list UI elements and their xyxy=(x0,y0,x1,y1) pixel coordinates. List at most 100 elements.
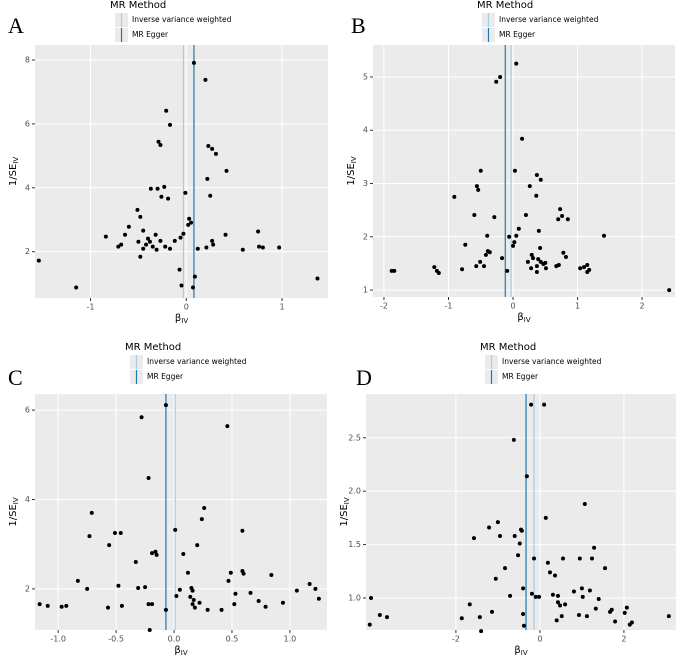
point xyxy=(172,238,177,243)
point xyxy=(514,61,519,66)
point xyxy=(559,614,564,619)
point xyxy=(532,556,537,561)
point xyxy=(527,184,532,189)
point xyxy=(556,217,561,222)
point xyxy=(377,613,382,618)
point xyxy=(587,588,592,593)
point xyxy=(205,176,210,181)
point xyxy=(514,233,519,238)
point xyxy=(112,531,117,536)
point xyxy=(204,245,209,250)
point xyxy=(224,168,229,173)
point xyxy=(147,628,152,632)
point xyxy=(622,610,627,615)
point xyxy=(592,545,597,550)
point xyxy=(75,578,80,583)
plot-background xyxy=(366,394,676,630)
point xyxy=(479,629,484,634)
point xyxy=(565,217,570,222)
point xyxy=(555,600,560,605)
x-tick-label: 0 xyxy=(510,302,515,311)
point xyxy=(192,605,197,610)
point xyxy=(495,520,500,525)
point xyxy=(203,77,208,82)
point xyxy=(116,583,121,588)
point xyxy=(553,573,558,578)
point xyxy=(45,603,50,608)
point xyxy=(280,600,285,605)
point xyxy=(155,186,160,191)
legend-title: MR Method xyxy=(110,0,166,11)
point xyxy=(494,79,499,84)
point xyxy=(173,527,178,532)
y-tick-label: 1.5 xyxy=(348,540,361,549)
point xyxy=(493,576,498,581)
point xyxy=(667,288,672,293)
y-tick-label: 2.5 xyxy=(348,433,361,442)
point xyxy=(474,264,479,269)
y-axis-label-sub: IV xyxy=(12,157,20,164)
point xyxy=(525,259,530,264)
point xyxy=(240,528,245,533)
point xyxy=(584,614,589,619)
point xyxy=(385,615,390,620)
point xyxy=(163,403,168,408)
y-tick-label: 2 xyxy=(25,584,30,593)
point xyxy=(195,543,200,548)
point xyxy=(106,605,110,610)
point xyxy=(536,228,541,233)
point xyxy=(145,236,150,241)
point xyxy=(511,243,516,248)
y-tick-label: 5 xyxy=(363,72,368,81)
x-tick-label: -1 xyxy=(87,303,95,312)
point xyxy=(154,247,159,252)
point xyxy=(146,476,151,481)
point xyxy=(536,257,541,262)
point xyxy=(315,276,320,281)
point xyxy=(232,602,237,607)
point xyxy=(533,594,538,599)
point xyxy=(529,252,534,257)
point xyxy=(277,245,282,250)
plot-background xyxy=(35,394,327,630)
point xyxy=(576,613,581,618)
point xyxy=(256,598,261,603)
legend-label: Inverse variance weighted xyxy=(499,15,599,24)
point xyxy=(503,566,508,571)
point xyxy=(150,244,155,249)
point xyxy=(257,244,262,249)
point xyxy=(226,578,231,583)
x-axis-label-main: β xyxy=(514,645,520,656)
y-axis-label: 1/SEIV xyxy=(8,157,20,186)
point xyxy=(508,593,513,598)
point xyxy=(507,234,512,239)
point xyxy=(593,606,598,611)
point xyxy=(500,256,505,261)
point xyxy=(471,536,476,541)
point xyxy=(543,515,548,520)
x-axis-label: βIV xyxy=(517,312,530,324)
y-axis-label-main: 1/SE xyxy=(346,163,357,185)
point xyxy=(369,595,374,600)
point xyxy=(516,553,521,558)
point xyxy=(89,510,94,515)
point xyxy=(547,570,552,575)
point xyxy=(521,586,526,591)
point xyxy=(103,234,108,239)
point xyxy=(190,285,195,290)
point xyxy=(219,607,224,612)
y-tick-label: 3 xyxy=(363,179,368,188)
point xyxy=(541,261,546,266)
panel-letter: D xyxy=(356,365,372,390)
point xyxy=(181,231,186,236)
point xyxy=(529,402,534,407)
legend-label: MR Egger xyxy=(147,372,184,381)
point xyxy=(141,228,146,233)
point xyxy=(452,194,457,199)
point xyxy=(136,239,141,244)
legend-label: Inverse variance weighted xyxy=(147,357,247,366)
point xyxy=(497,534,502,539)
point xyxy=(143,585,148,590)
point xyxy=(463,242,468,247)
x-tick-label: -1.0 xyxy=(50,635,66,644)
